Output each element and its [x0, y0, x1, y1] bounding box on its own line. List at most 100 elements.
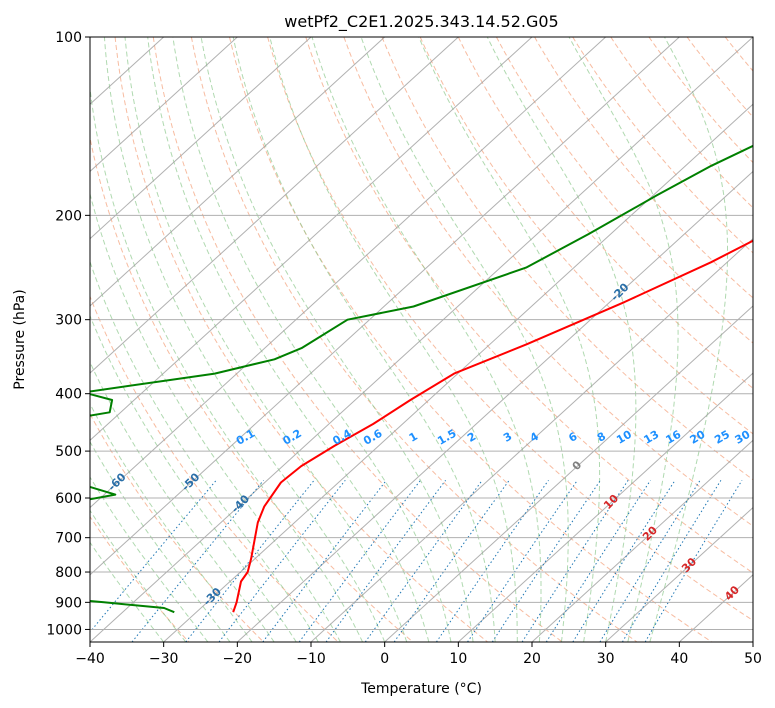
- dry-adiabat: [90, 295, 339, 642]
- x-tick-label: −40: [75, 651, 105, 667]
- moist-adiabat: [311, 37, 542, 642]
- x-axis-title: Temperature (°C): [360, 681, 482, 697]
- isotherm: [90, 37, 680, 576]
- isotherm: [90, 37, 238, 173]
- dry-adiabat: [190, 37, 638, 642]
- moist-adiabat: [124, 37, 408, 642]
- moist-adiabat: [200, 37, 474, 642]
- dry-adiabat: [152, 37, 563, 642]
- moist-adiabat: [568, 37, 679, 642]
- isotherm: [384, 305, 753, 642]
- dry-adiabat: [343, 37, 753, 527]
- moist-adiabat: [360, 37, 569, 642]
- mixing-ratio-line: [393, 480, 510, 642]
- mixing-ratio-label: 16: [663, 428, 683, 447]
- y-tick-label: 200: [55, 208, 82, 224]
- y-tick-label: 800: [55, 565, 82, 581]
- dry-adiabat: [724, 37, 753, 72]
- mixing-ratio-line: [298, 479, 421, 642]
- isotherm: [457, 372, 753, 642]
- x-tick-label: 50: [744, 651, 762, 667]
- mixing-ratio-label: 0.1: [234, 427, 257, 448]
- x-tick-label: 10: [449, 651, 467, 667]
- isotherm: [531, 439, 753, 642]
- mixing-ratio-label: 0.2: [281, 427, 304, 448]
- isotherm: [236, 170, 753, 642]
- dry-adiabat: [763, 37, 775, 642]
- moist-adiabat: [269, 37, 518, 642]
- x-tick-label: 30: [597, 651, 615, 667]
- moist-adiabat: [232, 37, 496, 642]
- isotherm: [90, 37, 312, 240]
- background-lines: [90, 37, 775, 642]
- isotherm: [90, 37, 533, 442]
- isotherm: [310, 237, 753, 642]
- y-tick-label: 1000: [46, 622, 82, 638]
- moist-adiabat: [90, 84, 364, 642]
- moist-adiabat: [90, 402, 253, 642]
- dry-adiabat: [495, 37, 753, 344]
- mixing-ratio-label: 6: [566, 430, 579, 445]
- y-tick-label: 700: [55, 531, 82, 547]
- x-tick-label: −30: [149, 651, 179, 667]
- plot-frame: [89, 36, 754, 643]
- isotherm: [90, 37, 386, 307]
- mixing-ratio-line: [364, 480, 483, 642]
- moist-adiabat: [90, 314, 297, 642]
- dry-adiabat: [381, 37, 753, 481]
- mixing-ratio-label: 1.5: [435, 427, 458, 448]
- mixing-ratio-label: 25: [712, 428, 732, 447]
- dry-adiabat: [114, 37, 488, 642]
- dry-adiabat: [90, 412, 264, 642]
- mixing-ratio-label: 13: [641, 428, 661, 447]
- isotherm: [90, 37, 459, 374]
- chart-title: wetPf2_C2E1.2025.343.14.52.G05: [284, 12, 558, 32]
- y-tick-label: 900: [55, 595, 82, 611]
- x-tick-label: 20: [523, 651, 541, 667]
- mixing-ratio-line: [218, 479, 346, 642]
- y-tick-label: 500: [55, 444, 82, 460]
- y-tick-label: 100: [55, 30, 82, 46]
- x-tick-label: 0: [380, 651, 389, 667]
- mixing-ratio-line: [521, 480, 629, 642]
- temperature-profile: [232, 239, 753, 613]
- y-tick-label: 400: [55, 387, 82, 403]
- moist-adiabat: [418, 37, 601, 642]
- isotherm: [163, 103, 753, 642]
- mixing-ratio-line: [545, 480, 651, 642]
- y-tick-label: 600: [55, 491, 82, 507]
- dry-adiabat: [90, 515, 190, 642]
- mixing-ratio-line: [325, 479, 446, 642]
- x-tick-label: −10: [296, 651, 326, 667]
- y-axis-title: Pressure (hPa): [12, 289, 28, 389]
- dry-adiabat: [90, 135, 414, 642]
- moist-adiabat: [147, 37, 430, 642]
- isotherm: [752, 641, 753, 642]
- moist-adiabat: [103, 37, 386, 642]
- mixing-ratio-label: 3: [501, 430, 514, 445]
- moist-adiabat: [90, 440, 231, 642]
- isotherm: [90, 37, 753, 642]
- dry-adiabat: [229, 37, 712, 642]
- moist-adiabat: [90, 476, 209, 642]
- mixing-ratio-line: [644, 480, 743, 642]
- y-tick-label: 300: [55, 313, 82, 329]
- isopleth-labels: 0.1 0.2 0.4 0.6 1 1.5 2 3 4 6 8 10 13 16 20 25 30-60 -50-…: [105, 280, 752, 608]
- dewpoint-profile: [90, 144, 753, 614]
- moist-adiabat: [172, 37, 452, 642]
- dry-adiabat: [305, 37, 753, 574]
- sounding-series: [90, 144, 753, 614]
- moist-adiabat: [486, 37, 637, 642]
- x-axis-ticks: −40 −30 −20 −10 0 10 20 30 40 50: [75, 642, 762, 667]
- isotherm: [90, 37, 607, 509]
- dry-adiabat: [648, 37, 753, 164]
- x-tick-label: −20: [223, 651, 253, 667]
- dry-adiabat: [686, 37, 753, 118]
- x-tick-label: 40: [670, 651, 688, 667]
- moist-adiabat: [90, 260, 319, 642]
- dry-adiabat: [610, 37, 753, 209]
- dry-adiabat: [572, 37, 753, 254]
- moist-adiabat: [649, 37, 728, 642]
- mixing-ratio-line: [90, 479, 217, 633]
